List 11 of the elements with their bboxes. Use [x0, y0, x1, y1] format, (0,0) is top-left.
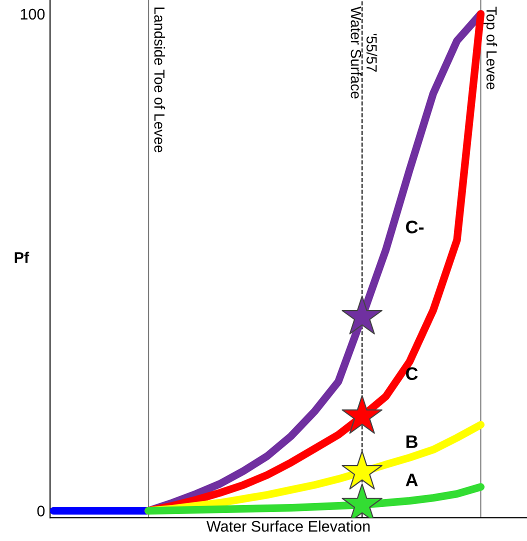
annotation: Top of Levee — [484, 6, 498, 90]
annotation: Landside Toe of Levee — [154, 8, 165, 152]
series-label: B — [406, 435, 418, 448]
series-label: C- — [406, 220, 424, 234]
x-axis-title: Water Surface Elevation — [206, 520, 370, 532]
annotation: '55/57 Water Surface — [350, 6, 378, 98]
y-tick-label: 100 — [20, 8, 45, 20]
y-tick-label: 0 — [37, 506, 45, 516]
series-label: A — [406, 474, 418, 486]
y-axis-title: Pf — [14, 252, 30, 263]
series-label: C — [406, 367, 418, 380]
